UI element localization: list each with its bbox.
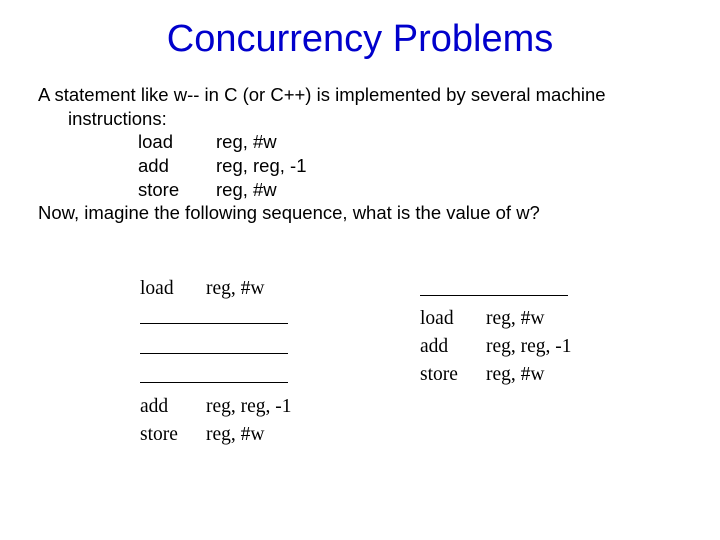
slide-body: A statement like w-- in C (or C++) is im… [38,83,682,449]
instr-op: add [138,154,216,178]
instr-args: reg, reg, -1 [206,393,292,421]
slide: Concurrency Problems A statement like w-… [0,0,720,540]
blank-line [140,333,420,363]
instr-args: reg, #w [216,130,277,154]
instr-args: reg, reg, -1 [486,333,572,361]
instr-op: store [140,421,206,449]
instr-op: load [420,305,486,333]
right-row: add reg, reg, -1 [420,333,650,361]
instr-op: store [420,361,486,389]
slide-title: Concurrency Problems [38,18,682,61]
blank-underline [140,303,288,324]
intro-instr-2: add reg, reg, -1 [38,154,682,178]
left-row: store reg, #w [140,421,420,449]
right-row: store reg, #w [420,361,650,389]
intro-block: A statement like w-- in C (or C++) is im… [38,83,682,225]
instr-op: add [140,393,206,421]
instr-args: reg, reg, -1 [216,154,307,178]
intro-instr-1: load reg, #w [38,130,682,154]
intro-line-2: instructions: [38,107,682,131]
blank-line [140,363,420,393]
instr-args: reg, #w [486,361,544,389]
blank-underline [140,333,288,354]
blank-line [420,275,650,305]
instr-args: reg, #w [206,421,264,449]
sequence-columns: load reg, #w add reg, reg, -1 store reg,… [38,275,682,449]
blank-line [140,303,420,333]
left-row: load reg, #w [140,275,420,303]
instr-op: add [420,333,486,361]
instr-args: reg, #w [486,305,544,333]
instr-args: reg, #w [216,178,277,202]
instr-op: load [140,275,206,303]
right-thread-column: load reg, #w add reg, reg, -1 store reg,… [420,275,650,449]
blank-underline [420,275,568,296]
intro-line-3: Now, imagine the following sequence, wha… [38,201,682,225]
instr-args: reg, #w [206,275,264,303]
intro-instr-3: store reg, #w [38,178,682,202]
instr-op: store [138,178,216,202]
left-thread-column: load reg, #w add reg, reg, -1 store reg,… [140,275,420,449]
blank-underline [140,363,288,384]
left-row: add reg, reg, -1 [140,393,420,421]
right-row: load reg, #w [420,305,650,333]
instr-op: load [138,130,216,154]
intro-line-1: A statement like w-- in C (or C++) is im… [38,83,682,107]
